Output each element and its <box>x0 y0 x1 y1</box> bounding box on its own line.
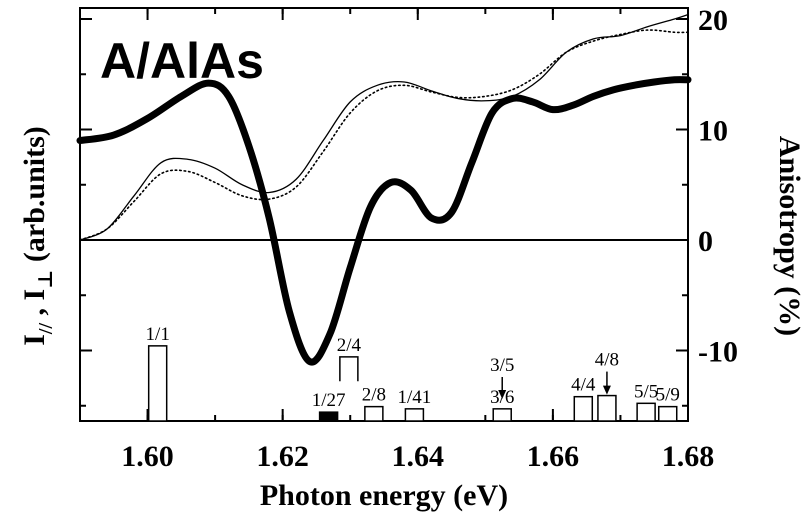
transition-label: 4/8 <box>595 350 619 371</box>
plot-frame <box>79 7 689 422</box>
left-axis-label: I// , I⊥ (arb.units) <box>18 126 57 346</box>
transition-bar <box>492 408 512 422</box>
transition-bar <box>636 402 656 422</box>
x-tick-label: 1.64 <box>392 440 445 473</box>
left-axis-label-sub-perp: ⊥ <box>35 270 57 289</box>
intensity-parallel-curve <box>79 13 689 241</box>
anisotropy-curve <box>76 76 692 366</box>
transition-bar <box>404 408 425 422</box>
tick-labels: 1.60 1.62 1.64 1.66 1.68 -10 0 10 20 <box>121 4 738 473</box>
x-tick-label: 1.68 <box>662 440 715 473</box>
left-axis-label-sub-parallel: // <box>35 323 57 336</box>
transition-bar <box>364 405 384 422</box>
x-axis-label: Photon energy (eV) <box>260 479 508 512</box>
left-axis-label-i-parallel: I <box>18 334 51 346</box>
transition-label: 5/9 <box>656 385 680 406</box>
transition-label: 3/5 <box>490 355 514 376</box>
chart-title: A/AlAs <box>100 33 264 89</box>
transition-label: 1/27 <box>312 390 346 411</box>
transition-bar <box>147 345 168 422</box>
y-right-tick-label: 10 <box>698 115 728 148</box>
transition-label: 3/6 <box>490 387 514 408</box>
transition-bar <box>318 411 339 422</box>
right-axis-label: Anisotropy (%) <box>773 136 806 336</box>
y-right-tick-label: -10 <box>698 336 738 369</box>
y-right-tick-label: 20 <box>698 4 728 37</box>
transition-label: 4/4 <box>571 375 596 396</box>
transition-label: 2/4 <box>337 335 362 356</box>
transition-bar <box>573 395 594 422</box>
x-tick-label: 1.60 <box>121 440 174 473</box>
left-axis-label-units: (arb.units) <box>18 126 51 269</box>
transition-bar <box>339 356 359 382</box>
transition-arrowhead <box>498 390 507 399</box>
intensity-perpendicular-curve <box>79 29 689 241</box>
transition-label: 2/8 <box>362 385 386 406</box>
transition-arrowhead <box>602 385 611 395</box>
x-tick-label: 1.62 <box>256 440 309 473</box>
transition-label: 5/5 <box>634 381 658 402</box>
left-axis-label-i-perp: , I <box>18 289 51 323</box>
transition-bar <box>597 394 617 422</box>
transition-label: 1/41 <box>398 387 432 408</box>
transition-label: 1/1 <box>146 324 170 345</box>
series-layer <box>76 13 692 366</box>
x-tick-label: 1.66 <box>527 440 580 473</box>
transition-bars: 1/1 1/27 2/4 2/8 1/41 3/5 3/6 4/4 4/8 5/55/9 <box>146 324 680 422</box>
transition-bar <box>657 405 678 422</box>
y-right-tick-label: 0 <box>698 225 713 258</box>
